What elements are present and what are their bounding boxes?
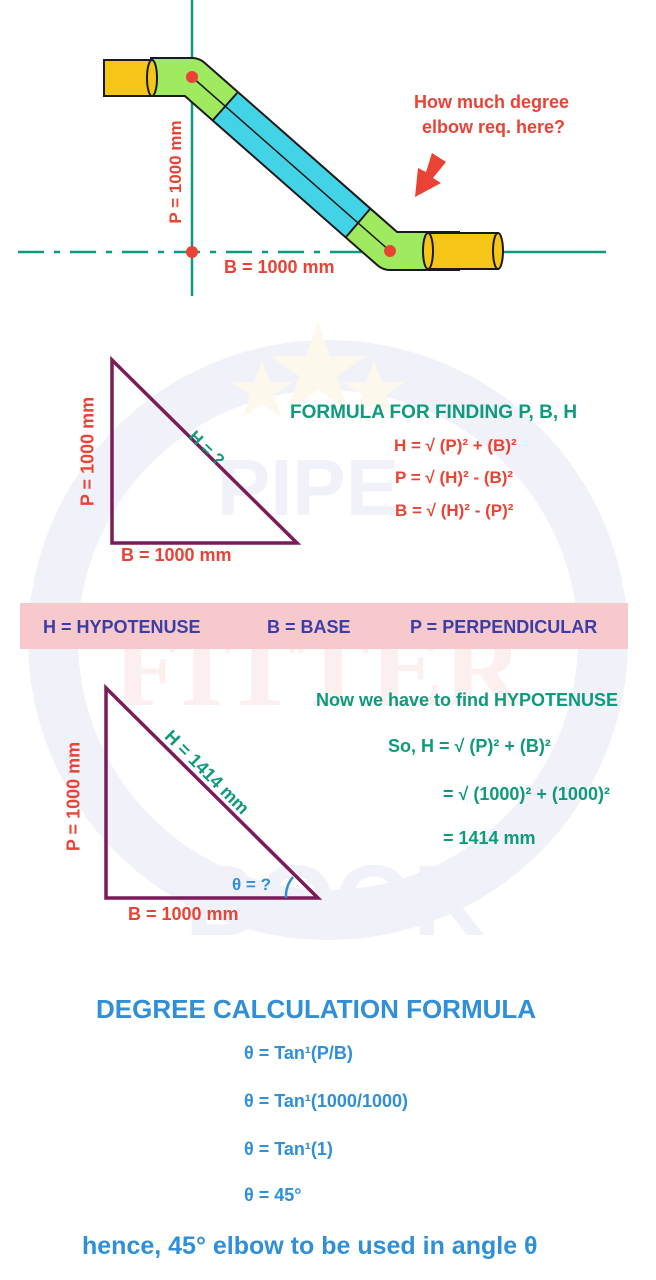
pointer-arrow-icon <box>415 153 446 197</box>
tri2-theta-label: θ = ? <box>232 875 271 894</box>
degree-step-4: θ = 45° <box>244 1185 302 1205</box>
hypotenuse-step-2: = √ (1000)² + (1000)² <box>443 784 610 804</box>
hypotenuse-step-1: So, H = √ (P)² + (B)² <box>388 736 551 756</box>
hypotenuse-step-3: = 1414 mm <box>443 828 536 848</box>
pipe-centerline <box>191 76 391 252</box>
legend-perpendicular: P = PERPENDICULAR <box>410 617 598 637</box>
degree-title: DEGREE CALCULATION FORMULA <box>96 994 537 1024</box>
right-pipe-end <box>427 232 499 270</box>
triangle-two <box>104 683 323 900</box>
tri1-b-label: B = 1000 mm <box>121 545 232 565</box>
hypotenuse-intro: Now we have to find HYPOTENUSE <box>316 690 619 710</box>
lower-bend-point <box>384 245 396 257</box>
origin-point <box>186 246 198 258</box>
theta-angle-arc <box>284 876 295 899</box>
pipe-diagram <box>18 0 606 296</box>
question-line-1: How much degree <box>414 92 570 112</box>
degree-step-1: θ = Tan¹(P/B) <box>244 1043 353 1063</box>
formula-b: B = √ (H)² - (P)² <box>395 501 514 520</box>
legend-hypotenuse: H = HYPOTENUSE <box>43 617 201 637</box>
tri1-p-label: P = 1000 mm <box>77 396 98 507</box>
upper-elbow <box>150 59 237 120</box>
triangle-one <box>110 355 302 545</box>
watermark-text-1: PIPE <box>217 443 399 532</box>
watermark-text-3: BOOK <box>185 845 485 957</box>
legend-bar <box>20 603 628 649</box>
tri2-p-label: P = 1000 mm <box>63 741 84 852</box>
degree-step-3: θ = Tan¹(1) <box>244 1139 333 1159</box>
degree-step-2: θ = Tan¹(1000/1000) <box>244 1091 408 1111</box>
pipe-p-label: P = 1000 mm <box>166 120 185 224</box>
formula-h: H = √ (P)² + (B)² <box>394 436 517 455</box>
formula-p: P = √ (H)² - (B)² <box>395 468 514 487</box>
degree-conclusion: hence, 45° elbow to be used in angle θ <box>82 1232 538 1260</box>
formula-title: FORMULA FOR FINDING P, B, H <box>290 402 578 423</box>
upper-bend-point <box>186 71 198 83</box>
left-pipe-end <box>103 59 153 97</box>
pipe-b-label: B = 1000 mm <box>224 257 335 277</box>
tri2-b-label: B = 1000 mm <box>128 904 239 924</box>
question-line-2: elbow req. here? <box>422 117 566 137</box>
legend-base: B = BASE <box>267 617 351 637</box>
